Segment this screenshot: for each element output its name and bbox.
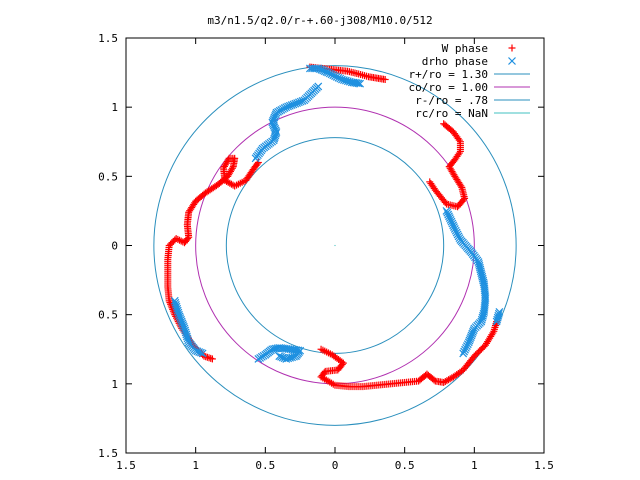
x-tick-label: 0.5: [395, 459, 415, 472]
data-point: [455, 136, 463, 144]
data-point: [462, 342, 471, 350]
y-tick-label: 1.5: [98, 447, 118, 460]
data-point: [430, 376, 438, 384]
circle-rro: [153, 65, 517, 426]
data-point: [184, 235, 192, 243]
data-point: [463, 340, 472, 349]
data-point: [426, 178, 434, 186]
x-tick-label: 1: [471, 459, 478, 472]
data-point: [354, 79, 363, 88]
reference-circles: [153, 65, 517, 426]
data-series: [164, 63, 504, 391]
data-point: [457, 182, 465, 190]
series-0: [164, 63, 501, 391]
data-point: [489, 329, 497, 337]
legend-label: rc/ro = NaN: [415, 107, 488, 120]
data-point: [198, 349, 207, 358]
x-tick-label: 1: [192, 459, 199, 472]
data-point: [277, 352, 285, 361]
x-tick-label: 0: [332, 459, 339, 472]
data-point: [464, 338, 473, 347]
data-point: [275, 352, 284, 361]
data-point: [462, 343, 470, 352]
legend-label: W phase: [442, 42, 488, 55]
series-1: [170, 64, 504, 363]
legend-label: r+/ro = 1.30: [409, 68, 488, 81]
data-point: [460, 347, 469, 356]
data-point: [427, 180, 435, 188]
circle-rro: [225, 137, 445, 354]
data-point: [174, 235, 182, 243]
data-point: [453, 230, 462, 239]
data-point: [172, 235, 180, 243]
data-point: [196, 348, 205, 357]
legend-label: drho phase: [422, 55, 488, 68]
data-point: [356, 79, 365, 88]
data-point: [450, 224, 459, 233]
data-point: [251, 154, 260, 163]
y-tick-label: 0.5: [98, 309, 118, 322]
legend-label: co/ro = 1.00: [409, 81, 488, 94]
y-tick-label: 1: [111, 378, 118, 391]
data-point: [254, 159, 262, 166]
legend-marker: [508, 57, 516, 65]
x-tick-label: 1.5: [534, 459, 554, 472]
data-point: [495, 307, 504, 316]
axis-ticks: 1.5 1 0.5 0 0.5 1 1.51.510.500.511.5: [98, 32, 554, 472]
data-point: [167, 300, 175, 308]
y-tick-label: 1: [111, 101, 118, 114]
x-tick-label: 0.5: [255, 459, 275, 472]
data-point: [459, 349, 468, 358]
data-point: [176, 236, 184, 244]
data-point: [454, 232, 463, 241]
data-point: [452, 228, 461, 237]
legend-marker: [508, 44, 516, 52]
data-point: [494, 309, 503, 318]
y-tick-label: 0.5: [98, 170, 118, 183]
center-point: [334, 244, 336, 247]
data-point: [253, 160, 261, 168]
legend-label: r-/ro = .78: [415, 94, 488, 107]
y-tick-label: 1.5: [98, 32, 118, 45]
data-point: [451, 226, 460, 235]
chart-title: m3/n1.5/q2.0/r-+.60-j308/M10.0/512: [207, 14, 432, 27]
y-tick-label: 0: [111, 240, 118, 253]
data-point: [228, 164, 236, 172]
x-tick-label: 1.5: [116, 459, 136, 472]
data-point: [461, 345, 469, 354]
data-point: [381, 76, 389, 83]
